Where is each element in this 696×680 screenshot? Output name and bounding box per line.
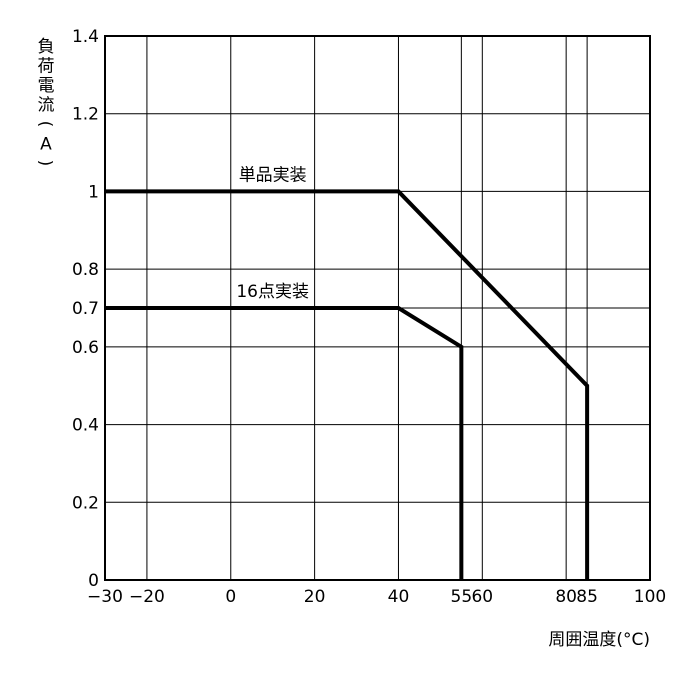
plot-frame — [104, 35, 651, 581]
x-tick-label: 55 — [451, 587, 473, 607]
y-tick-label: 0.2 — [72, 493, 99, 513]
y-tick-label: 1 — [88, 182, 99, 202]
y-tick-label: 0.4 — [72, 416, 99, 436]
y-label-char: 流 — [38, 96, 55, 116]
y-label-char: 負 — [38, 37, 55, 57]
x-tick-label: 100 — [634, 587, 666, 607]
y-label-char: 荷 — [38, 57, 55, 77]
x-tick-label: 60 — [471, 587, 493, 607]
y-label-char: ) — [35, 160, 55, 167]
series-label: 単品実装 — [239, 165, 307, 185]
y-tick-label: 0.8 — [72, 260, 99, 280]
y-tick-labels: 0 0.2 0.4 0.6 0.7 0.8 1 1.2 1.4 — [72, 27, 99, 591]
y-label-char: A — [40, 135, 52, 155]
y-label-char: 電 — [38, 76, 55, 96]
y-tick-label: 0.6 — [72, 338, 99, 358]
x-tick-label: 0 — [225, 587, 236, 607]
x-axis-label: 周囲温度(°C) — [548, 630, 650, 650]
x-tick-label: −30 — [87, 587, 123, 607]
x-tick-label: 40 — [388, 587, 410, 607]
x-tick-label: −20 — [129, 587, 165, 607]
x-tick-label: 85 — [576, 587, 598, 607]
series-line — [105, 189, 590, 580]
x-tick-label: 20 — [304, 587, 326, 607]
y-tick-label: 1.4 — [72, 27, 99, 47]
x-tick-label: 80 — [555, 587, 577, 607]
y-tick-label: 1.2 — [72, 105, 99, 125]
series-line — [105, 306, 464, 580]
series-label: 16点実装 — [236, 282, 309, 302]
y-label-char: ( — [35, 121, 55, 128]
y-tick-label: 0 — [88, 571, 99, 591]
y-tick-label: 0.7 — [72, 299, 99, 319]
x-tick-labels: −30 −20 0 20 40 55 60 80 85 100 — [87, 587, 666, 607]
series-lines — [105, 189, 590, 580]
series-labels: 単品実装 16点実装 — [236, 165, 309, 302]
